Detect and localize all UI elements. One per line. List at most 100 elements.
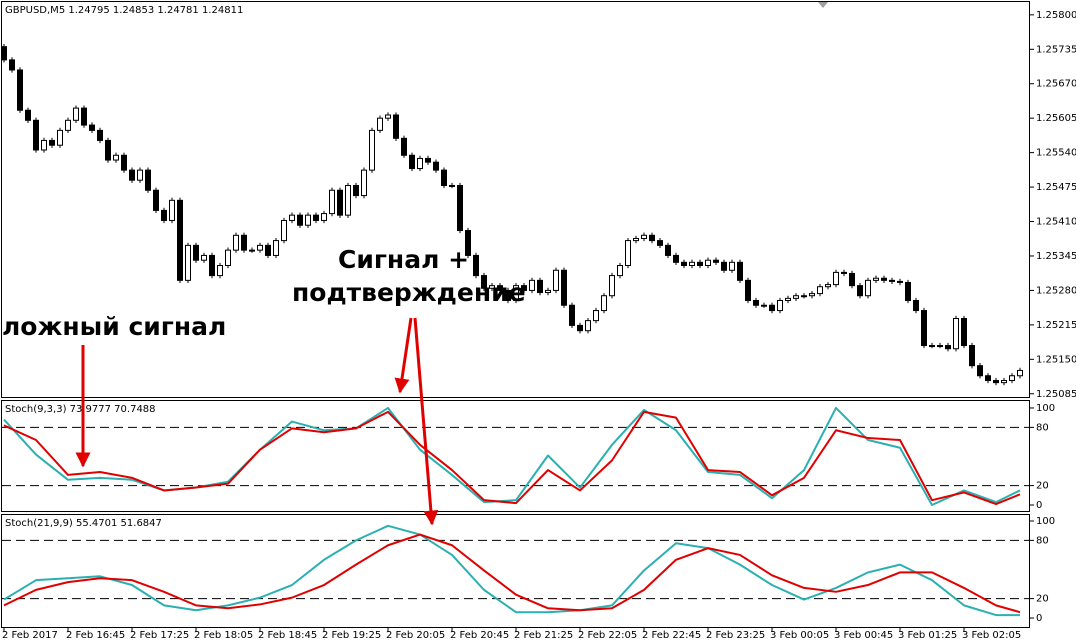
candle-body (81, 107, 87, 126)
x-tick-label: 3 Feb 00:45 (834, 630, 893, 641)
candle-body (833, 271, 839, 286)
y-tick-label: 1.25540 (1036, 148, 1076, 159)
candle-body (497, 285, 503, 291)
candle-body (73, 107, 79, 121)
candle-body (961, 318, 967, 347)
candle-body (769, 304, 775, 312)
y-tick-label: 1.25410 (1036, 217, 1076, 228)
candle-body (465, 230, 471, 256)
candle-body (777, 299, 783, 312)
candle-body (841, 271, 847, 274)
main-panel-frame (1, 1, 1030, 398)
candle-body (809, 293, 815, 297)
candle-body (513, 285, 519, 301)
arrow (394, 317, 413, 394)
y-tick-label: 1.25605 (1036, 113, 1076, 124)
candle-body (169, 199, 175, 221)
candle-body (865, 279, 871, 297)
candle-body (1009, 375, 1015, 382)
candle-body (9, 59, 15, 71)
candle-body (905, 281, 911, 301)
candle-body (57, 129, 63, 146)
x-tick-label: 3 Feb 01:25 (898, 630, 957, 641)
x-tick-label: 2 Feb 2017 (2, 630, 58, 641)
candle-body (785, 297, 791, 301)
candle-body (897, 280, 903, 283)
candle-body (97, 129, 103, 141)
candle-body (489, 285, 495, 289)
candle-body (89, 124, 95, 131)
y-tick-label: 0 (1036, 500, 1042, 511)
candle-body (593, 310, 599, 322)
marks: 1.25800 1.25735 1.25670 1.25605 1.25540 1.254… (1, 10, 1076, 641)
candle-body (817, 286, 823, 295)
candle-body (561, 269, 567, 306)
x-tick-label: 2 Feb 19:25 (322, 630, 381, 641)
candle-body (633, 237, 639, 242)
y-tick-label: 1.25735 (1036, 44, 1076, 55)
candle-body (977, 365, 983, 377)
candle-body (745, 279, 751, 301)
candle-body (25, 109, 31, 121)
candle-body (305, 214, 311, 226)
candle-body (385, 114, 391, 119)
candle-body (625, 240, 631, 267)
candle-body (257, 244, 263, 251)
candle-body (673, 254, 679, 263)
x-tick-label: 3 Feb 00:05 (770, 630, 829, 641)
candle-body (473, 254, 479, 277)
candle-body (761, 304, 767, 307)
candle-body (985, 375, 991, 382)
x-tick-label: 3 Feb 02:05 (962, 630, 1021, 641)
candle-body (297, 214, 303, 226)
candle-body (145, 169, 151, 191)
candle-body (321, 213, 327, 221)
candle-body (281, 219, 287, 242)
candle-body (233, 234, 239, 251)
candle-body (929, 345, 935, 348)
candle-body (993, 380, 999, 384)
candle-body (1, 46, 7, 61)
candle-body (969, 345, 975, 367)
candle-body (225, 249, 231, 267)
candle-body (121, 154, 127, 171)
candle-body (713, 259, 719, 263)
candle-body (881, 277, 887, 281)
candle-body (137, 169, 143, 181)
candle-body (505, 289, 511, 301)
stoch-line (3, 410, 1021, 506)
candle-body (377, 117, 383, 131)
candle-body (697, 261, 703, 267)
candle-body (945, 345, 951, 350)
y-tick-label: 0 (1036, 613, 1042, 624)
candle-body (873, 277, 879, 281)
annotation-false-signal: ложный сигнал (2, 312, 226, 341)
candle-body (337, 189, 343, 216)
arrow (413, 317, 439, 526)
candle-body (329, 189, 335, 215)
stoch1-panel-frame (1, 400, 1030, 512)
candle-body (849, 272, 855, 287)
candle-body (521, 285, 527, 291)
y-tick-label: 80 (1036, 422, 1049, 433)
candle-body (425, 157, 431, 163)
candle-body (889, 279, 895, 282)
x-tick-label: 2 Feb 18:45 (258, 630, 317, 641)
candle-body (953, 318, 959, 350)
candle-body (801, 295, 807, 298)
candle-body (409, 154, 415, 170)
y-tick-label: 20 (1036, 594, 1049, 605)
candle-body (601, 295, 607, 312)
y-tick-label: 1.25150 (1036, 354, 1076, 365)
candle-body (857, 285, 863, 297)
candle-body (1001, 380, 1007, 384)
candle-body (545, 289, 551, 294)
candle-body (617, 265, 623, 277)
candle-body (793, 295, 799, 299)
candle-body (681, 261, 687, 267)
candle-body (393, 114, 399, 139)
candle-body (17, 69, 23, 111)
candle-body (185, 244, 191, 281)
